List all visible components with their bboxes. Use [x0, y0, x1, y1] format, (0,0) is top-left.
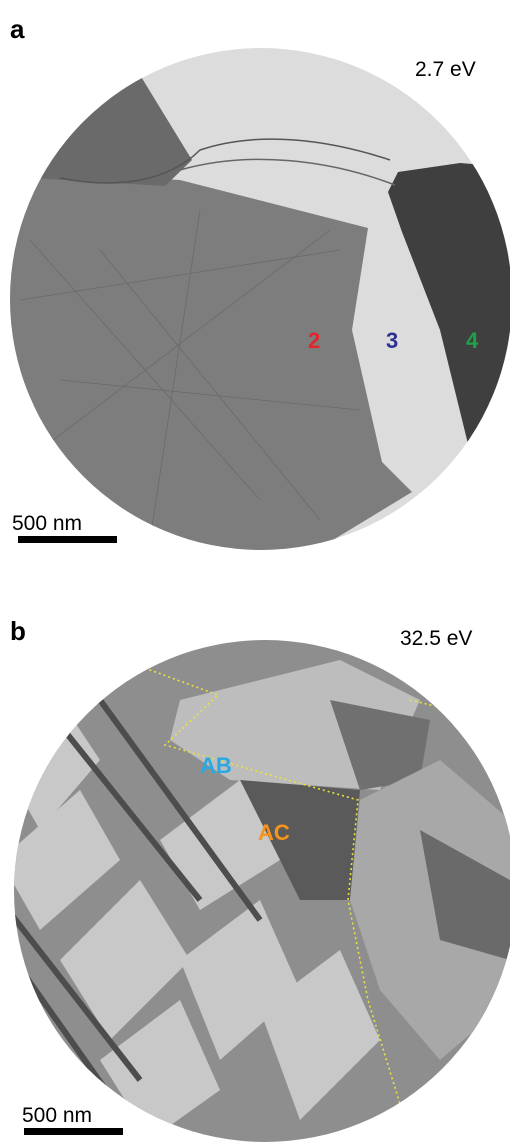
scale-bar — [18, 536, 117, 543]
region-label: 2 — [308, 328, 320, 353]
figure: a 2.7 eV 500 nm 2 3 4 b 32.5 eV 500 nm AB A… — [0, 0, 510, 1148]
region-label: 4 — [466, 328, 479, 353]
scale-bar-label: 500 nm — [12, 512, 82, 535]
scale-bar-label: 500 nm — [22, 1104, 92, 1127]
region-label: 3 — [386, 328, 398, 353]
energy-label: 2.7 eV — [415, 58, 476, 81]
region-label: AC — [258, 820, 290, 845]
scale-bar — [24, 1128, 123, 1135]
panel-label: a — [10, 14, 25, 44]
region-label: AB — [200, 753, 232, 778]
leem-image-b — [0, 630, 510, 1148]
panel-label: b — [10, 616, 26, 646]
energy-label: 32.5 eV — [400, 627, 472, 650]
leem-image-a — [0, 40, 510, 560]
